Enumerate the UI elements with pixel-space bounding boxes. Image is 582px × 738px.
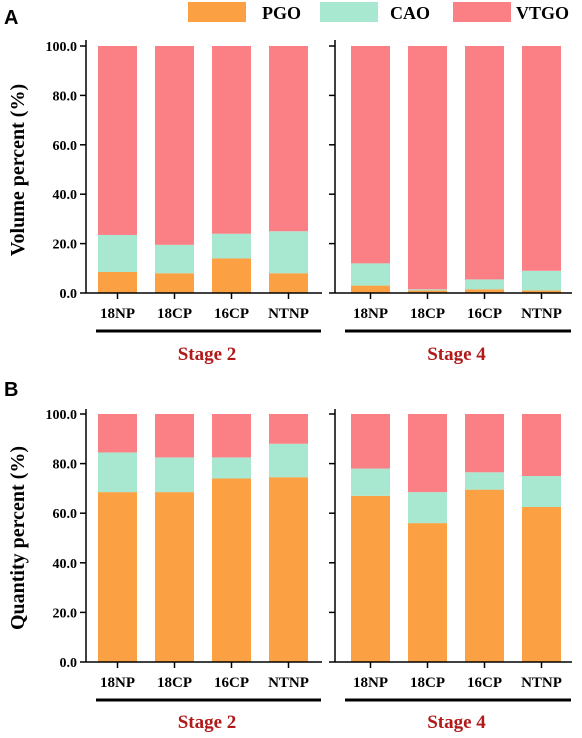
panel-b-ytick-label-4: 80.0	[53, 458, 78, 473]
panel-a-group-1-bar-18cp-cao	[155, 244, 194, 274]
panel-b-group-2-bar-ntnp-cao	[522, 476, 561, 507]
panel-a-group-1-bar-18np-vtgo	[98, 46, 137, 235]
panel-a-group-1-bar-16cp-pgo	[212, 258, 251, 293]
panel-b-group-2-category-label-18np: 18NP	[353, 675, 388, 691]
panel-b-group-2-bar-18np-pgo	[351, 495, 390, 662]
panel-a-group-1-bar-ntnp-cao	[269, 231, 308, 274]
panel-b-group-2-bar-ntnp-pgo	[522, 507, 561, 662]
panel-a-ytick-label-3: 60.0	[53, 139, 78, 154]
panel-a-group-1-bar-18cp-vtgo	[155, 46, 194, 245]
panel-a-group-2-category-label-16cp: 16CP	[467, 306, 502, 322]
panel-b-group-1-bar-ntnp-vtgo	[269, 414, 308, 444]
panel-b-group-1-bar-16cp-vtgo	[212, 414, 251, 458]
panel-b-group-2-bar-18cp-pgo	[408, 523, 447, 662]
legend-swatch-cao	[320, 2, 378, 22]
panel-a-ytick-label-4: 80.0	[53, 89, 78, 104]
panel-b-group-1-category-label-ntnp: NTNP	[268, 675, 309, 691]
panel-b-ytick-label-5: 100.0	[46, 408, 78, 423]
panel-b-group-2-bar-18cp-cao	[408, 492, 447, 524]
panel-a-ytick-label-1: 20.0	[53, 238, 78, 253]
panel-b-group-2-bar-16cp-vtgo	[465, 414, 504, 473]
panel-b-group-1-bar-16cp-pgo	[212, 478, 251, 662]
panel-a-group-2-bar-18np-pgo	[351, 285, 390, 293]
panel-b-group-2-category-label-18cp: 18CP	[410, 675, 445, 691]
panel-b-ytick-label-2: 40.0	[53, 557, 78, 572]
panel-b-ytick-label-3: 60.0	[53, 507, 78, 522]
panel-a-group-1-bar-16cp-vtgo	[212, 46, 251, 234]
panel-a-group-1-bar-16cp-cao	[212, 233, 251, 259]
legend-label-vtgo: VTGO	[516, 3, 569, 23]
panel-b-group-2-bar-18np-cao	[351, 468, 390, 496]
panel-b-group-1-bar-18np-cao	[98, 452, 137, 493]
panel-a-group-1-category-label-16cp: 16CP	[214, 306, 249, 322]
panel-b-group-1-bar-18cp-pgo	[155, 492, 194, 662]
panel-a-group-1-bar-ntnp-pgo	[269, 273, 308, 293]
panel-b-group-2-category-label-ntnp: NTNP	[521, 675, 562, 691]
y-axis-title-b: Quantity percent (%)	[7, 446, 29, 630]
panel-a-group-1-category-label-18cp: 18CP	[157, 306, 192, 322]
plot-layer: 18NP 18CP 16CP NTNP 0.0 20.0 40.0 60.0 80.0 100.0…	[46, 40, 572, 733]
panel-a-group-2-bar-18cp-pgo	[408, 290, 447, 293]
panel-a-group-1-stage-label: Stage 2	[178, 344, 237, 365]
panel-b-group-2-bar-18cp-vtgo	[408, 414, 447, 493]
panel-a-group-2-bar-18cp-vtgo	[408, 46, 447, 290]
panel-a-group-2-stage-label: Stage 4	[427, 344, 486, 365]
panel-a-group-2-bar-18np-vtgo	[351, 46, 390, 264]
panel-b-group-1-bar-18np-pgo	[98, 492, 137, 662]
panel-b-group-1-bar-18np-vtgo	[98, 414, 137, 453]
panel-a-group-1-bar-18np-cao	[98, 234, 137, 273]
legend-label-pgo: PGO	[262, 3, 301, 23]
panel-b-group-1-bar-ntnp-cao	[269, 443, 308, 478]
panel-a-group-2-bar-16cp-vtgo	[465, 46, 504, 280]
panel-b-group-2-bar-18np-vtgo	[351, 414, 390, 469]
panel-a-group-1-bar-18np-pgo	[98, 272, 137, 293]
panel-b-group-1-bar-18cp-vtgo	[155, 414, 194, 458]
panel-a-group-2-bar-ntnp-cao	[522, 270, 561, 291]
panel-a-group-2-bar-16cp-cao	[465, 279, 504, 290]
legend-swatch-vtgo	[453, 2, 511, 22]
panel-a-group-1-bar-18cp-pgo	[155, 273, 194, 293]
legend-label-cao: CAO	[390, 3, 430, 23]
panel-a-ytick-label-5: 100.0	[46, 40, 78, 55]
panel-letter-a: A	[4, 7, 18, 29]
y-axis-title-a: Volume percent (%)	[7, 84, 29, 256]
panel-a-group-2-category-label-ntnp: NTNP	[521, 306, 562, 322]
panel-a-group-2-bar-18np-cao	[351, 263, 390, 286]
panel-a-ytick-label-2: 40.0	[53, 188, 78, 203]
panel-b-group-2-bar-16cp-cao	[465, 472, 504, 490]
panel-b-group-1-category-label-18cp: 18CP	[157, 675, 192, 691]
panel-a-ytick-label-0: 0.0	[60, 287, 78, 302]
panel-b-group-1-bar-16cp-cao	[212, 457, 251, 479]
panel-b-group-2-bar-ntnp-vtgo	[522, 414, 561, 476]
panel-a-group-2-bar-16cp-pgo	[465, 289, 504, 293]
panel-b-ytick-label-1: 20.0	[53, 606, 78, 621]
panel-b-ytick-label-0: 0.0	[60, 656, 78, 671]
panel-b-group-2-bar-16cp-pgo	[465, 489, 504, 662]
panel-a-group-2-category-label-18cp: 18CP	[410, 306, 445, 322]
panel-letter-b: B	[4, 379, 18, 401]
panel-b-group-2-category-label-16cp: 16CP	[467, 675, 502, 691]
legend: PGO CAO VTGO	[188, 2, 569, 23]
panel-a-group-1-bar-ntnp-vtgo	[269, 46, 308, 232]
panel-a-group-2-category-label-18np: 18NP	[353, 306, 388, 322]
panel-b-group-2-stage-label: Stage 4	[427, 712, 486, 733]
panel-a-group-2-bar-18cp-cao	[408, 289, 447, 291]
panel-b-group-1-bar-18cp-cao	[155, 457, 194, 493]
panel-b-group-1-category-label-16cp: 16CP	[214, 675, 249, 691]
panel-b-group-1-stage-label: Stage 2	[178, 712, 237, 733]
panel-b-group-1-bar-ntnp-pgo	[269, 477, 308, 662]
panel-a-group-2-bar-ntnp-vtgo	[522, 46, 561, 271]
panel-a-group-1-category-label-ntnp: NTNP	[268, 306, 309, 322]
legend-swatch-pgo	[188, 2, 246, 22]
panel-a-group-2-bar-ntnp-pgo	[522, 290, 561, 293]
panel-b-group-1-category-label-18np: 18NP	[100, 675, 135, 691]
panel-a-group-1-category-label-18np: 18NP	[100, 306, 135, 322]
